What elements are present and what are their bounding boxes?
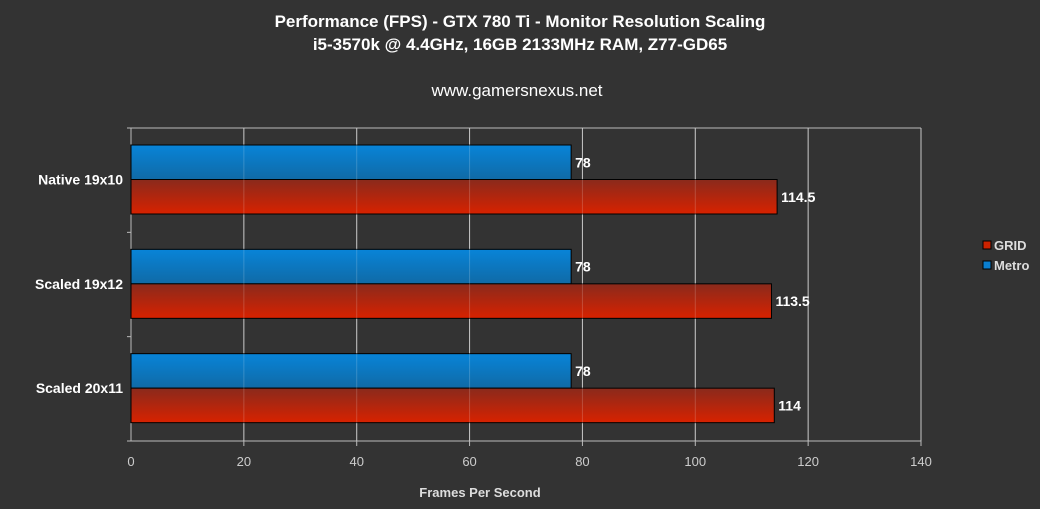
x-tick-label: 100 [684, 454, 706, 469]
legend-label-metro: Metro [994, 258, 1029, 273]
data-label-metro: 78 [575, 363, 591, 379]
x-tick-label: 60 [462, 454, 476, 469]
bar-metro [130, 353, 572, 389]
legend-swatch-metro [982, 260, 992, 270]
x-tick-label: 20 [237, 454, 251, 469]
legend-swatch-grid [982, 240, 992, 250]
data-label-grid: 114.5 [781, 189, 815, 205]
data-label-metro: 78 [575, 259, 591, 275]
category-label: Scaled 19x12 [35, 276, 123, 292]
chart-subtitle: i5-3570k @ 4.4GHz, 16GB 2133MHz RAM, Z77… [313, 35, 727, 54]
data-label-grid: 113.5 [775, 293, 809, 309]
legend: GRID Metro [982, 238, 1029, 273]
x-tick-label: 140 [910, 454, 932, 469]
bar-metro [130, 144, 572, 180]
x-tick-label: 40 [349, 454, 363, 469]
bar-metro [130, 248, 572, 285]
bar-grid [130, 179, 778, 215]
category-label: Scaled 20x11 [36, 380, 123, 396]
legend-label-grid: GRID [994, 238, 1027, 253]
x-tick-label: 120 [797, 454, 819, 469]
x-axis-label: Frames Per Second [419, 485, 540, 500]
chart-title: Performance (FPS) - GTX 780 Ti - Monitor… [275, 12, 766, 31]
data-label-grid: 114 [778, 397, 801, 413]
source-url: www.gamersnexus.net [430, 81, 602, 100]
category-label: Native 19x10 [38, 172, 123, 188]
bar-grid [130, 387, 775, 424]
x-tick-label: 80 [575, 454, 589, 469]
data-label-metro: 78 [575, 154, 591, 170]
x-tick-label: 0 [127, 454, 134, 469]
bar-grid [130, 283, 772, 319]
